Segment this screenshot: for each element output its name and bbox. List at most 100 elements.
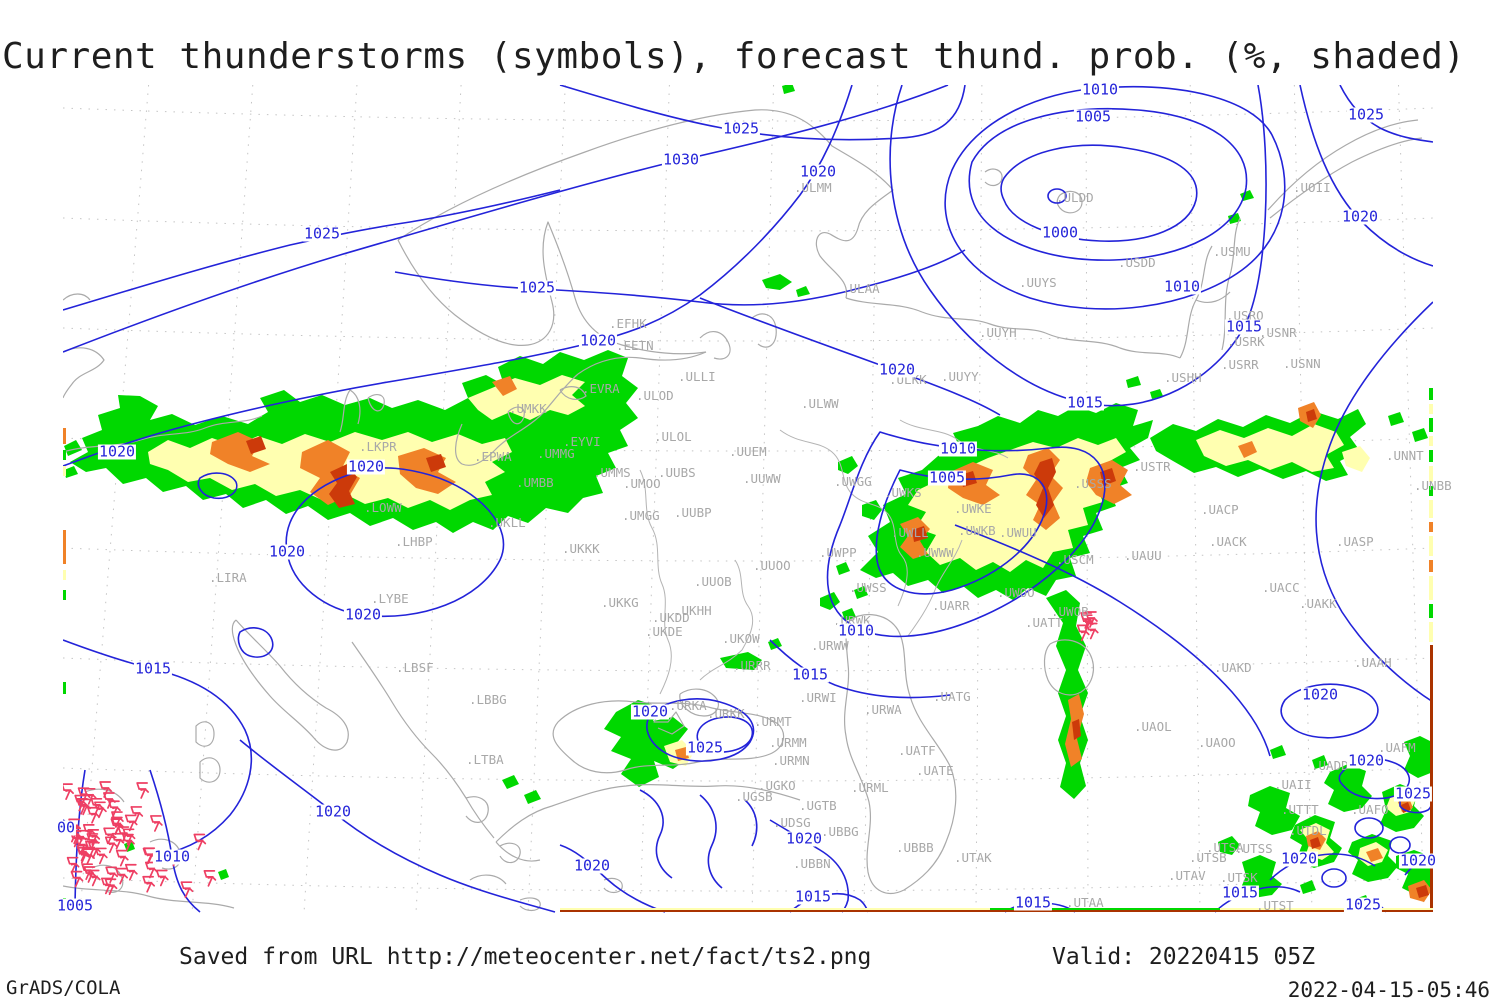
isobar-label: 1020 — [313, 802, 353, 821]
coastline-layer — [63, 109, 1423, 912]
station-label: .UACK — [1209, 534, 1247, 549]
station-label: .LHBP — [395, 534, 433, 549]
thunderstorm-icon — [142, 847, 156, 865]
station-label: .USRO — [1226, 308, 1264, 323]
station-label: .UTSA — [1206, 840, 1244, 855]
station-label: .URMT — [754, 714, 792, 729]
thunderstorm-icon — [1080, 612, 1094, 629]
isobar-label: 1015 — [790, 665, 830, 684]
station-label: .UTSK — [1220, 870, 1258, 885]
station-label: .UUOB — [694, 574, 732, 589]
isobar-label: 1020 — [346, 457, 386, 476]
isobar-label: 1020 — [798, 162, 838, 181]
thunderstorm-icon — [115, 867, 128, 885]
isobar-label: 1010 — [1080, 80, 1120, 99]
isobar-label: 1015 — [1065, 393, 1105, 412]
station-label: .UWSS — [849, 580, 887, 595]
station-label: .UAFM — [1378, 740, 1416, 755]
isobar-label: 1005 — [927, 468, 967, 487]
station-label: .UTSS — [1235, 841, 1273, 856]
station-label: .EYVI — [563, 434, 601, 449]
isobar-label: 1010 — [1162, 277, 1202, 296]
station-label: .UKKK — [562, 541, 600, 556]
thunderstorm-icon — [115, 849, 129, 867]
station-label: .URMM — [769, 735, 807, 750]
thunderstorm-icon — [111, 832, 125, 850]
station-label: .UNBB — [1414, 478, 1452, 493]
station-label: .UTAA — [1066, 895, 1104, 910]
thunderstorm-icon — [1085, 611, 1098, 628]
station-label: .UWKE — [954, 501, 992, 516]
station-label: .UWGG — [834, 474, 872, 489]
station-label: .UMOO — [623, 476, 661, 491]
valid-time-caption: Valid: 20220415 05Z — [1052, 944, 1316, 970]
isobar-label: 1010 — [938, 439, 978, 458]
station-label: .UTAV — [1168, 868, 1206, 883]
isobar-label: 1020 — [1398, 851, 1438, 870]
station-label: .UBBB — [896, 840, 934, 855]
station-label: .UTSB — [1189, 850, 1227, 865]
station-label: .UKDD — [652, 610, 690, 625]
station-label: .EFHK — [609, 316, 647, 331]
station-label: .UATF — [898, 743, 936, 758]
station-label: .USDD — [1118, 255, 1156, 270]
isobar-label: 1010 — [152, 847, 192, 866]
thunderstorm-icon — [124, 863, 138, 881]
station-label: .UUBS — [658, 465, 696, 480]
thunderstorm-icon — [103, 792, 116, 809]
station-label: .USSS — [1074, 476, 1112, 491]
station-label: .URMN — [772, 753, 810, 768]
isobar-label: 1015 — [793, 887, 833, 906]
isobar-label: 1025 — [721, 119, 761, 138]
station-label: .EPWA — [474, 449, 512, 464]
current-thunderstorm-symbols — [63, 611, 1099, 899]
station-label: .UAAH — [1354, 655, 1392, 670]
grads-credit: GrADS/COLA — [6, 977, 121, 999]
thunderstorm-icon — [76, 797, 89, 815]
station-label: .USCM — [1056, 552, 1094, 567]
station-label: .UUYH — [979, 325, 1017, 340]
station-label: .LOWW — [364, 500, 402, 515]
thunderstorm-icon — [1080, 614, 1094, 632]
station-label: .UUWW — [743, 471, 781, 486]
station-label: .URML — [851, 780, 889, 795]
page-title: Current thunderstorms (symbols), forecas… — [2, 36, 1466, 77]
station-label: .UNNT — [1386, 448, 1424, 463]
thunderstorm-icon — [150, 815, 163, 832]
isobar-label: 1020 — [1340, 207, 1380, 226]
station-label: .UTTT — [1281, 802, 1319, 817]
thunderstorm-icon — [193, 833, 207, 851]
station-label: .UATT — [1025, 615, 1063, 630]
station-label: .UAFO — [1351, 802, 1389, 817]
isobar-label: 1015 — [133, 659, 173, 678]
station-label: .UAKD — [1214, 660, 1252, 675]
thunderstorm-icon — [87, 829, 101, 846]
station-label: .UAOL — [1134, 719, 1172, 734]
thunderstorm-icon — [83, 866, 97, 883]
station-label: .LKPR — [359, 439, 397, 454]
station-label: .UATE — [916, 763, 954, 778]
station-label: .LBSF — [396, 660, 434, 675]
station-label: .UAII — [1274, 777, 1312, 792]
station-label: .UWOO — [997, 585, 1035, 600]
station-label: .UTAK — [954, 850, 992, 865]
thunderstorm-icon — [117, 826, 131, 843]
station-label: .URKA — [669, 698, 707, 713]
isobar-label: 1020 — [1279, 849, 1319, 868]
source-url-caption: Saved from URL http://meteocenter.net/fa… — [179, 944, 872, 970]
thunderstorm-icon — [99, 781, 112, 798]
station-label: .UWUU — [999, 525, 1037, 540]
thunderstorm-icon — [203, 870, 217, 887]
isobar-label: 1020 — [877, 360, 917, 379]
station-label: .LIRA — [209, 570, 247, 585]
station-label: .URWI — [799, 690, 837, 705]
station-label: .UMMS — [593, 465, 631, 480]
station-label: .UMKK — [509, 401, 547, 416]
station-label: .LYBE — [371, 591, 409, 606]
station-label: .UAKK — [1299, 596, 1337, 611]
thunderstorm-icon — [87, 806, 100, 824]
thunderstorm-icon — [136, 782, 149, 799]
station-label: .UTDL — [1289, 823, 1327, 838]
